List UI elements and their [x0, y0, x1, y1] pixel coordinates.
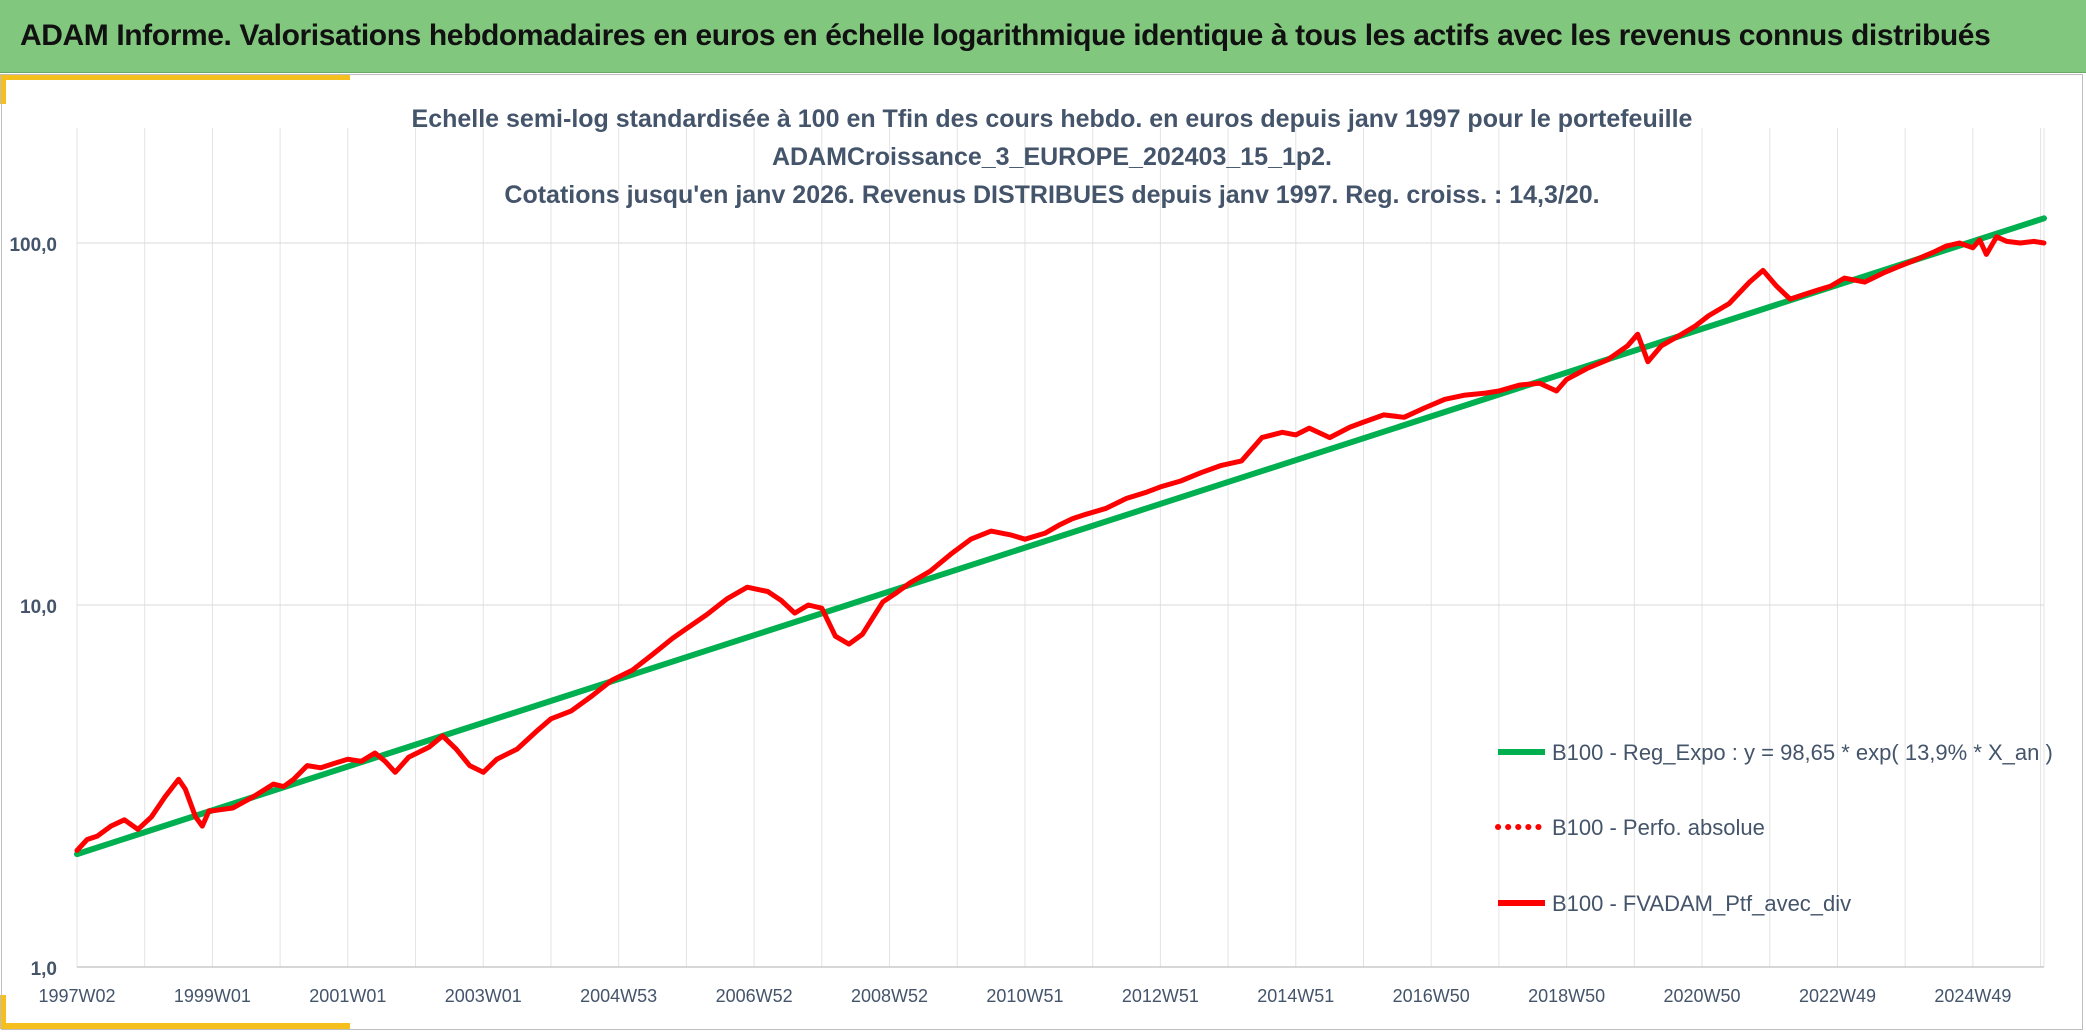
- chart-title: Echelle semi-log standardisée à 100 en T…: [412, 105, 1693, 209]
- x-tick-label: 2018W50: [1528, 986, 1605, 1006]
- accent-bar-top: [0, 74, 350, 80]
- chart-title-line: Cotations jusqu'en janv 2026. Revenus DI…: [504, 181, 1599, 209]
- gridlines: [76, 128, 2045, 968]
- y-tick-label: 1,0: [31, 959, 57, 980]
- x-tick-label: 2008W52: [851, 986, 928, 1006]
- x-tick-label: 2003W01: [445, 986, 522, 1006]
- x-tick-label: 2004W53: [580, 986, 657, 1006]
- legend-label: B100 - Perfo. absolue: [1552, 815, 1765, 840]
- x-tick-label: 1997W02: [38, 986, 115, 1006]
- x-tick-label: 1999W01: [174, 986, 251, 1006]
- chart-title-line: ADAMCroissance_3_EUROPE_202403_15_1p2.: [772, 143, 1332, 171]
- x-tick-label: 2006W52: [716, 986, 793, 1006]
- x-tick-label: 2010W51: [986, 986, 1063, 1006]
- chart-frame: [1, 74, 2083, 1030]
- portfolio-line: [74, 234, 2047, 853]
- x-tick-label: 2012W51: [1122, 986, 1199, 1006]
- legend-label: B100 - Reg_Expo : y = 98,65 * exp( 13,9%…: [1552, 740, 2053, 765]
- y-tick-label: 10,0: [20, 597, 57, 618]
- report-title: ADAM Informe. Valorisations hebdomadaire…: [20, 19, 1991, 52]
- x-tick-label: 2020W50: [1664, 986, 1741, 1006]
- x-axis: 1997W02 1999W01 2001W01 2003W01 2004W53 2006W…: [38, 986, 2011, 1006]
- legend: B100 - Reg_Expo : y = 98,65 * exp( 13,9%…: [1495, 740, 2053, 916]
- accent-bar-left-bottom: [0, 995, 6, 1029]
- regression-line: [74, 215, 2047, 858]
- accent-bar-bottom: [0, 1023, 350, 1029]
- series-group: [74, 215, 2047, 858]
- y-axis: 1,0 10,0 100,0: [9, 235, 57, 980]
- x-tick-label: 2022W49: [1799, 986, 1876, 1006]
- accent-bar-left-top: [0, 74, 6, 104]
- report-header: ADAM Informe. Valorisations hebdomadaire…: [0, 0, 2086, 73]
- legend-label: B100 - FVADAM_Ptf_avec_div: [1552, 891, 1851, 916]
- x-tick-label: 2016W50: [1393, 986, 1470, 1006]
- y-tick-label: 100,0: [9, 235, 57, 256]
- x-tick-label: 2001W01: [309, 986, 386, 1006]
- x-tick-label: 2014W51: [1257, 986, 1334, 1006]
- x-tick-label: 2024W49: [1934, 986, 2011, 1006]
- chart-title-line: Echelle semi-log standardisée à 100 en T…: [412, 105, 1693, 133]
